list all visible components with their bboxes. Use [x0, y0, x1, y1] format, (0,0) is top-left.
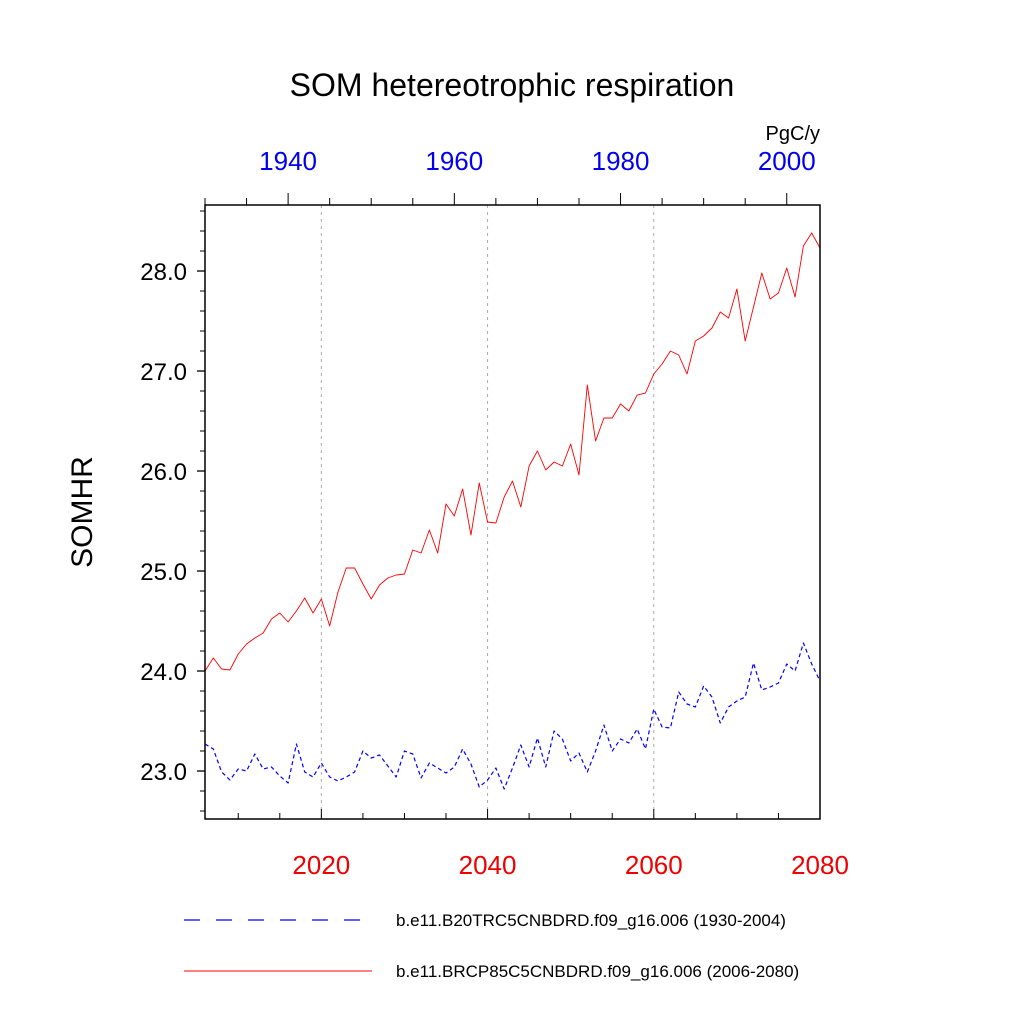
- grid-lines: [320, 205, 655, 819]
- series-line-rcp85: [204, 232, 821, 672]
- top-tick-label-1960: 1960: [425, 146, 483, 176]
- y-tick-label-26.0: 26.0: [140, 459, 187, 486]
- y-tick-label-27.0: 27.0: [140, 359, 187, 386]
- legend: b.e11.B20TRC5CNBDRD.f09_g16.006 (1930-20…: [184, 911, 799, 981]
- y-tick-label-23.0: 23.0: [140, 759, 187, 786]
- axis-ticks: [197, 193, 821, 819]
- legend-label-rcp: b.e11.BRCP85C5CNBDRD.f09_g16.006 (2006-2…: [396, 962, 799, 981]
- series-line-20c: [204, 642, 821, 790]
- tick-labels: 23.0 24.0 25.0 26.0 27.0 28.0 2020 2040 2060 2080…: [140, 146, 849, 880]
- bottom-tick-label-2060: 2060: [625, 850, 683, 880]
- legend-label-20c: b.e11.B20TRC5CNBDRD.f09_g16.006 (1930-20…: [396, 911, 786, 930]
- y-tick-label-25.0: 25.0: [140, 559, 187, 586]
- bottom-tick-label-2020: 2020: [292, 850, 350, 880]
- bottom-tick-label-2040: 2040: [459, 850, 517, 880]
- plot-frame: [204, 204, 821, 820]
- top-tick-label-2000: 2000: [758, 146, 816, 176]
- y-axis-label: SOMHR: [66, 456, 99, 568]
- units-label: PgC/y: [766, 123, 820, 145]
- y-tick-label-28.0: 28.0: [140, 259, 187, 286]
- y-tick-label-24.0: 24.0: [140, 659, 187, 686]
- top-tick-label-1940: 1940: [259, 146, 317, 176]
- chart-title: SOM hetereotrophic respiration: [290, 67, 735, 103]
- series-layer: [204, 232, 821, 790]
- top-tick-label-1980: 1980: [592, 146, 650, 176]
- bottom-tick-label-2080: 2080: [791, 850, 849, 880]
